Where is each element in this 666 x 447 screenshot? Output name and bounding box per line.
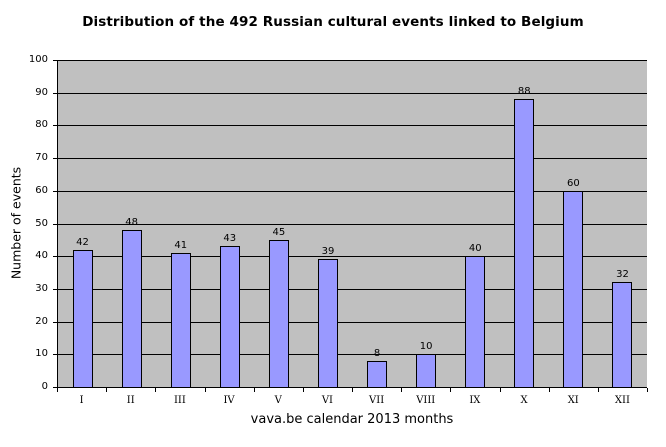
x-tick-label-IX: IX xyxy=(469,395,481,406)
x-tick-label-I: I xyxy=(79,395,84,406)
chart-title: Distribution of the 492 Russian cultural… xyxy=(82,14,584,30)
bar-value-label: 8 xyxy=(373,347,381,359)
bar-value-label: 32 xyxy=(616,269,629,281)
y-tick-label: 90 xyxy=(35,86,48,98)
y-tick-mark xyxy=(53,158,58,160)
y-tick-label: 100 xyxy=(28,54,48,65)
y-tick-label: 10 xyxy=(35,348,48,360)
bar-IX xyxy=(465,256,486,387)
bar-value-label: 45 xyxy=(272,226,286,238)
x-tick-label-V: V xyxy=(274,395,282,406)
bar-value-label: 43 xyxy=(223,233,237,245)
x-tick-mark xyxy=(155,388,157,392)
x-tick-mark xyxy=(450,388,452,392)
x-tick-label-VIII: VIII xyxy=(416,395,436,406)
x-axis-title: vava.be calendar 2013 months xyxy=(250,412,454,427)
y-axis: 0 10 20 30 40 50 60 70 80 90 100 xyxy=(0,54,58,392)
y-tick-mark xyxy=(53,125,58,127)
y-tick-label: 50 xyxy=(35,217,48,229)
bar-value-label: 10 xyxy=(419,341,433,353)
bar-X xyxy=(514,99,535,387)
bar-value-label: 60 xyxy=(567,177,580,189)
gridline xyxy=(58,92,647,94)
bar-value-label: 39 xyxy=(321,246,335,258)
bar-value-label: 41 xyxy=(174,239,188,251)
bar-value-label: 42 xyxy=(76,236,89,248)
x-tick-mark xyxy=(647,388,648,392)
y-tick-label: 30 xyxy=(35,282,48,294)
y-tick-mark xyxy=(53,354,58,356)
bar-V xyxy=(268,239,289,387)
x-tick-label-XII: XII xyxy=(614,395,630,406)
y-tick-label: 20 xyxy=(35,315,48,327)
x-axis: I II III IV V VI VII VIII IX X XI XII xyxy=(57,388,648,410)
y-tick-mark xyxy=(53,92,58,94)
x-tick-label-III: III xyxy=(173,395,186,406)
gridline xyxy=(58,288,647,290)
x-tick-mark xyxy=(597,388,599,392)
y-tick-label: 0 xyxy=(41,381,48,392)
x-tick-mark xyxy=(499,388,501,392)
bar-VII xyxy=(367,360,388,387)
x-tick-mark xyxy=(401,388,403,392)
x-tick-mark xyxy=(57,388,58,392)
x-tick-mark xyxy=(302,388,304,392)
gridline xyxy=(58,158,647,160)
bar-value-label: 48 xyxy=(125,217,138,229)
x-tick-mark xyxy=(352,388,353,392)
y-tick-mark xyxy=(53,256,58,258)
y-tick-mark xyxy=(53,60,58,61)
bar-value-label: 40 xyxy=(468,243,482,255)
bar-XI xyxy=(563,190,584,387)
bar-VI xyxy=(317,259,338,387)
gridline xyxy=(58,321,647,323)
bar-value-label: 88 xyxy=(517,86,531,98)
gridline xyxy=(58,223,647,225)
gridline xyxy=(58,125,647,127)
gridline xyxy=(58,60,647,61)
bar-XII xyxy=(612,282,633,387)
bar-I xyxy=(72,249,93,387)
x-tick-mark xyxy=(253,388,255,392)
bar-II xyxy=(121,230,142,387)
x-tick-label-X: X xyxy=(520,395,528,406)
y-tick-label: 70 xyxy=(35,152,48,164)
bar-VIII xyxy=(416,354,437,387)
x-tick-label-II: II xyxy=(126,395,135,406)
bar-III xyxy=(170,252,191,387)
y-tick-mark xyxy=(53,387,58,388)
plot-area: 42 48 41 43 45 39 8 10 40 88 60 32 xyxy=(57,60,647,388)
x-tick-mark xyxy=(204,388,206,392)
x-tick-mark xyxy=(106,388,108,392)
bar-IV xyxy=(219,246,240,387)
x-tick-mark xyxy=(548,388,550,392)
y-tick-mark xyxy=(53,190,58,192)
x-tick-label-VII: VII xyxy=(369,395,385,406)
y-tick-mark xyxy=(53,223,58,225)
y-tick-label: 80 xyxy=(35,119,48,131)
gridline xyxy=(58,190,647,192)
y-tick-mark xyxy=(53,321,58,323)
gridline xyxy=(58,256,647,258)
gridline xyxy=(58,354,647,356)
y-tick-mark xyxy=(53,288,58,290)
x-tick-label-IV: IV xyxy=(223,395,235,406)
y-tick-label: 60 xyxy=(35,184,48,196)
x-tick-label-XI: XI xyxy=(567,395,579,406)
y-tick-label: 40 xyxy=(35,250,48,262)
x-tick-label-VI: VI xyxy=(321,395,333,406)
